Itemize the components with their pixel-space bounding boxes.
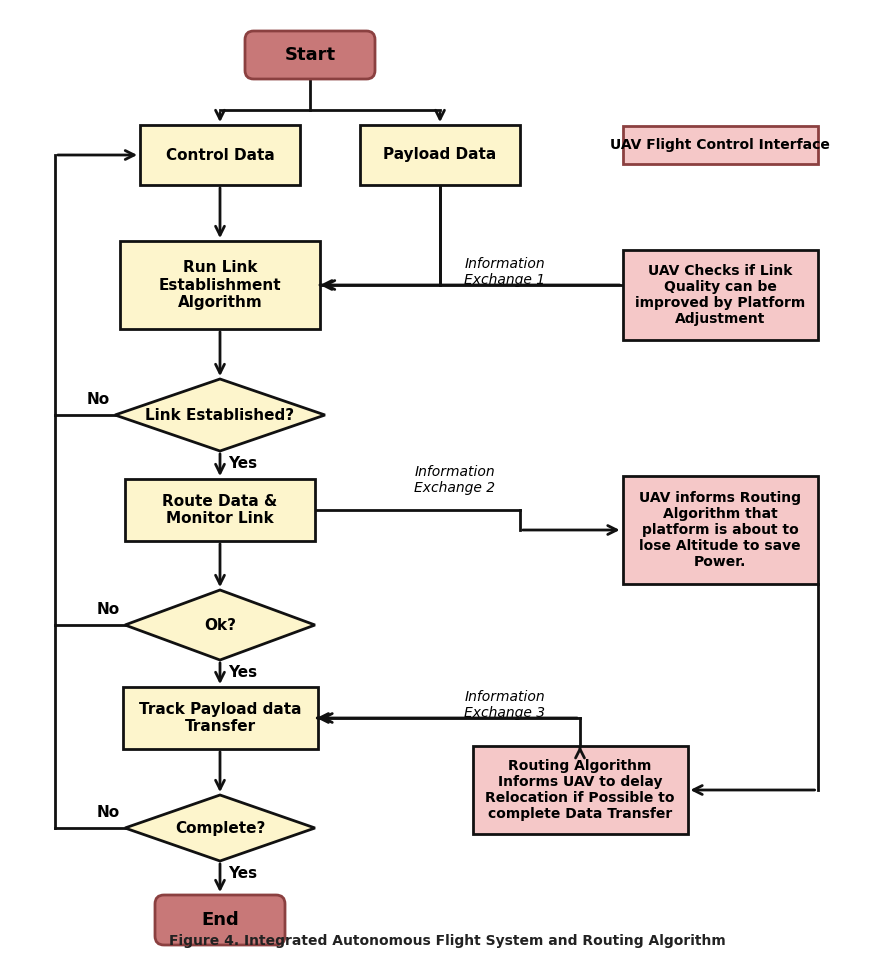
Text: Start: Start [284,46,335,64]
Bar [140,125,300,185]
Text: Information
Exchange 2: Information Exchange 2 [415,465,495,495]
Bar [360,125,520,185]
Text: Yes: Yes [228,665,257,680]
Text: Information
Exchange 1: Information Exchange 1 [465,257,545,287]
Text: End: End [201,911,239,929]
Text: Routing Algorithm
Informs UAV to delay
Relocation if Possible to
complete Data T: Routing Algorithm Informs UAV to delay R… [485,758,675,822]
Text: Track Payload data
Transfer: Track Payload data Transfer [139,702,301,734]
Bar [125,479,315,541]
Text: Route Data &
Monitor Link: Route Data & Monitor Link [163,493,278,526]
Text: Payload Data: Payload Data [384,148,497,162]
Text: No: No [97,602,120,617]
Text: No: No [87,392,110,407]
Polygon shape [125,590,315,660]
Text: No: No [97,805,120,820]
FancyBboxPatch shape [245,31,375,79]
Bar [622,476,817,584]
Text: Yes: Yes [228,456,257,471]
FancyBboxPatch shape [155,895,285,945]
Text: Figure 4. Integrated Autonomous Flight System and Routing Algorithm: Figure 4. Integrated Autonomous Flight S… [169,934,725,948]
Text: Control Data: Control Data [165,148,274,162]
Text: UAV informs Routing
Algorithm that
platform is about to
lose Altitude to save
Po: UAV informs Routing Algorithm that platf… [639,491,801,569]
Polygon shape [115,379,325,451]
Text: Ok?: Ok? [204,617,236,633]
Text: Information
Exchange 3: Information Exchange 3 [465,690,545,720]
Text: Yes: Yes [228,866,257,881]
Text: UAV Checks if Link
Quality can be
improved by Platform
Adjustment: UAV Checks if Link Quality can be improv… [635,264,805,326]
Bar [622,126,817,164]
Text: UAV Flight Control Interface: UAV Flight Control Interface [610,138,830,152]
Text: Run Link
Establishment
Algorithm: Run Link Establishment Algorithm [159,260,282,310]
Text: Complete?: Complete? [175,821,266,835]
Bar [120,241,320,329]
Bar [122,687,317,749]
Text: Link Established?: Link Established? [146,407,294,422]
Bar [473,746,687,834]
Bar [622,250,817,340]
Polygon shape [125,795,315,861]
